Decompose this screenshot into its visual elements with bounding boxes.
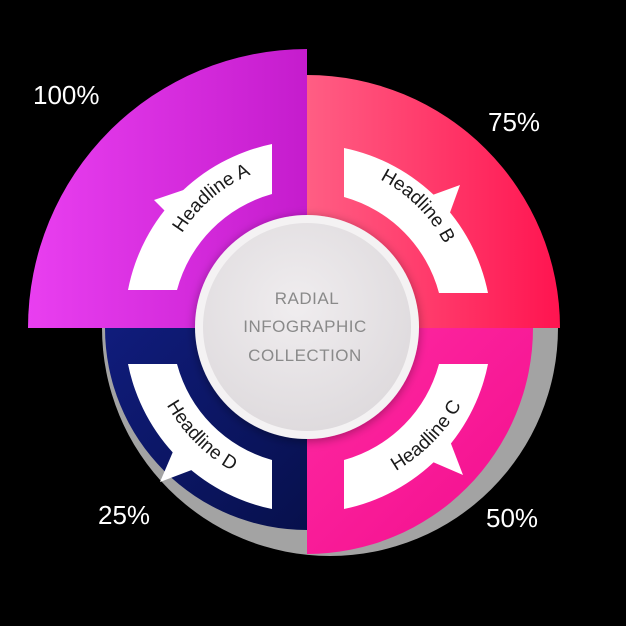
arrow-band-a [128, 144, 272, 290]
center-line-2: INFOGRAPHIC [243, 317, 367, 336]
arrow-head-a [154, 181, 210, 236]
arrow-head-d [160, 426, 218, 482]
percent-label-b: 75% [488, 107, 540, 137]
center-line-1: RADIAL [275, 289, 339, 308]
arrow-head-b [405, 185, 460, 240]
arrow-band-c [344, 364, 488, 509]
arrow-head-c [405, 415, 463, 475]
center-line-3: COLLECTION [248, 346, 362, 365]
percent-label-c: 50% [486, 503, 538, 533]
arrow-band-b [344, 148, 488, 293]
arrow-band-d [128, 364, 272, 509]
percent-label-d: 25% [98, 500, 150, 530]
percent-label-a: 100% [33, 80, 100, 110]
center-disc [203, 223, 411, 431]
